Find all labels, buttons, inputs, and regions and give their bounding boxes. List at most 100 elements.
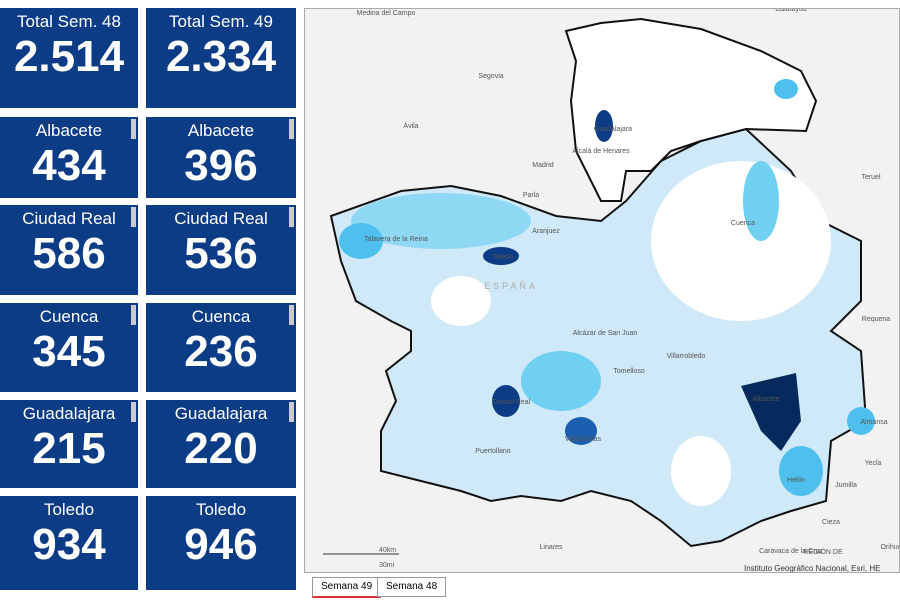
map-label: Puertollano [475,448,511,455]
scrollbar [289,119,294,139]
map-label: Calatayud [775,9,807,13]
patch [521,351,601,411]
kpi-card: Ciudad Real 586 [0,205,138,295]
map-svg: Calatayud Medina del Campo Segovia Ávila Gua… [323,9,899,572]
map-label: Segovia [478,73,503,80]
patch [741,373,801,451]
kpi-value: 946 [184,520,258,569]
scrollbar [131,119,136,139]
scrollbar [289,402,294,422]
kpi-card: Cuenca 345 [0,303,138,392]
map-label: Teruel [861,174,881,181]
kpi-value: 236 [184,327,258,376]
kpi-card: Albacete 396 [146,117,296,198]
map-label: Alcázar de San Juan [573,330,638,337]
kpi-card: Cuenca 236 [146,303,296,392]
attribution: Instituto Geográfico Nacional, Esri, HE [744,564,881,572]
kpi-card: Guadalajara 215 [0,400,138,488]
map-label: Requena [862,316,891,323]
kpi-label: Ciudad Real [22,209,116,228]
scrollbar [289,207,294,227]
kpi-label: Total Sem. 48 [17,12,121,31]
patch [431,276,491,326]
map-label: Cuenca [731,220,755,227]
kpi-card: Total Sem. 49 2.334 [146,8,296,108]
patch [483,247,519,265]
map-label: REGIÓN DE [803,547,843,556]
guadalajara-outline [564,17,818,202]
kpi-card: Ciudad Real 536 [146,205,296,295]
scrollbar [131,402,136,422]
map-label: Medina del Campo [357,10,416,17]
map-label: Alcalá de Henares [572,148,630,155]
kpi-value: 396 [184,141,258,190]
map-label: Cieza [822,519,840,526]
tab[interactable]: Semana 48 [377,577,447,597]
map-label: Parla [523,192,539,199]
map-label: Yecla [865,460,882,467]
kpi-label: Albacete [35,121,103,140]
map-label: ESPAÑA [484,281,538,291]
map-label: Guadalajara [594,126,632,133]
map-label: Orihue [880,544,899,551]
kpi-label: Cuenca [191,307,251,326]
kpi-value: 220 [184,424,258,473]
kpi-card: Toledo 934 [0,496,138,590]
kpi-value: 2.334 [165,32,277,81]
kpi-card: Toledo 946 [146,496,296,590]
map-label: Ciudad Real [492,399,531,406]
scrollbar [289,305,294,325]
kpi-card: Guadalajara 220 [146,400,296,488]
scrollbar [131,305,136,325]
map-label: Caravaca de la Cruz [759,548,823,555]
map-label: Talavera de la Reina [364,236,428,243]
patch [774,79,798,99]
map-label: Hellín [787,477,805,484]
kpi-value: 934 [32,520,106,569]
map-label: Villarrobledo [667,353,706,360]
patch [595,110,613,142]
map-label: Jumilla [835,482,857,489]
kpi-card: Total Sem. 48 2.514 [0,8,138,108]
patch [351,193,531,249]
map-label: Almansa [860,419,887,426]
kpi-label: Ciudad Real [174,209,268,228]
kpi-value: 2.514 [13,32,125,81]
map-label: Aranjuez [532,228,560,235]
tab[interactable]: Semana 49 [312,577,382,598]
map[interactable]: Calatayud Medina del Campo Segovia Ávila Gua… [304,8,900,573]
patch [847,407,875,435]
kpi-label: Cuenca [39,307,99,326]
kpi-label: Toledo [195,500,247,519]
map-shapes [323,17,875,555]
map-label: Ávila [403,121,418,130]
kpi-label: Albacete [187,121,255,140]
kpi-label: Total Sem. 49 [169,12,273,31]
kpi-label: Toledo [43,500,95,519]
kpi-value: 536 [184,229,258,278]
scrollbar [131,207,136,227]
patch [492,385,520,417]
patch [743,161,779,241]
map-label: Linares [540,544,563,551]
scale-label: 30mi [379,562,395,569]
kpi-value: 586 [32,229,106,278]
patch [565,417,597,445]
map-label: Toledo [493,254,514,261]
kpi-card: Albacete 434 [0,117,138,198]
patch [779,446,823,496]
patch [671,436,731,506]
kpi-label: Guadalajara [22,404,116,423]
map-label: Albacete [752,396,779,403]
kpi-value: 215 [32,424,106,473]
kpi-value: 345 [32,327,106,376]
map-label: Madrid [532,162,554,169]
kpi-value: 434 [32,141,106,190]
patch [339,223,383,259]
kpi-label: Guadalajara [174,404,268,423]
scale-label: 40km [379,547,396,554]
patch [651,161,831,321]
map-label: Tomelloso [613,368,645,375]
map-label: Valdepeñas [565,436,602,443]
